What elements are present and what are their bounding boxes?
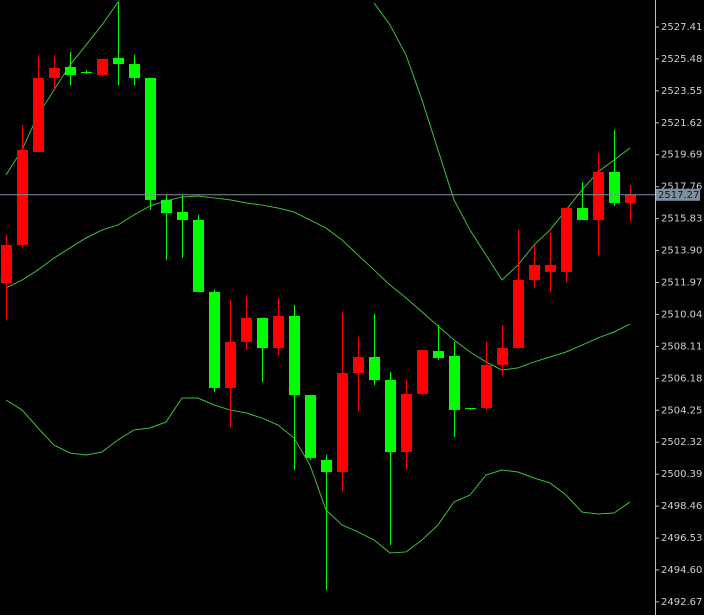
- y-tick-label: 2504.25: [661, 405, 702, 416]
- candle-body: [353, 356, 364, 374]
- y-tick-label: 2502.32: [661, 437, 702, 448]
- y-tick-label: 2515.83: [661, 214, 702, 225]
- candle-body: [129, 64, 140, 78]
- candle-body: [417, 350, 428, 394]
- band-line: [5, 195, 631, 371]
- candle-body: [337, 373, 348, 473]
- candle-body: [385, 379, 396, 452]
- candle-body: [369, 356, 380, 380]
- candle-body: [17, 149, 28, 245]
- y-tick-label: 2525.48: [661, 54, 702, 65]
- y-tick-label: 2517.76: [661, 182, 702, 193]
- candle-body: [145, 77, 156, 200]
- candle-body: [513, 280, 524, 349]
- candle-body: [1, 244, 12, 284]
- candle-body: [545, 264, 556, 272]
- candle-body: [113, 57, 124, 65]
- candle-body: [449, 355, 460, 410]
- candle-body: [433, 351, 444, 358]
- y-tick-label: 2494.60: [661, 565, 702, 576]
- y-tick-label: 2511.97: [661, 278, 702, 289]
- last-price-box: [656, 188, 700, 201]
- y-tick-label: 2527.41: [661, 22, 702, 33]
- candle-body: [401, 393, 412, 452]
- candle-body: [561, 208, 572, 272]
- band-line: [5, 1, 631, 281]
- candle-body: [273, 315, 284, 349]
- candle-body: [497, 348, 508, 365]
- candle-body: [481, 364, 492, 408]
- y-tick-label: 2498.46: [661, 501, 702, 512]
- candle-body: [97, 58, 108, 75]
- candle-body: [257, 317, 268, 349]
- y-tick-label: 2492.67: [661, 597, 702, 608]
- candle-body: [177, 212, 188, 220]
- candle-body: [577, 208, 588, 220]
- candle-body: [193, 219, 204, 292]
- candle-body: [625, 194, 636, 203]
- candle-body: [289, 315, 300, 396]
- last-price-label: 2517.27: [658, 190, 699, 201]
- y-tick-label: 2508.11: [661, 341, 702, 352]
- y-tick-label: 2523.55: [661, 86, 702, 97]
- candle-body: [321, 459, 332, 473]
- y-tick-label: 2496.53: [661, 533, 702, 544]
- candle-body: [529, 264, 540, 281]
- candle-body: [241, 317, 252, 342]
- band-line: [5, 397, 631, 554]
- candle-body: [65, 67, 76, 75]
- candle-body: [33, 77, 44, 152]
- y-tick-label: 2519.69: [661, 150, 702, 161]
- y-tick-label: 2506.18: [661, 373, 702, 384]
- y-tick-label: 2513.90: [661, 246, 702, 257]
- candle-body: [609, 171, 620, 203]
- y-tick-label: 2510.04: [661, 309, 702, 320]
- candle-body: [225, 341, 236, 388]
- y-tick-label: 2521.62: [661, 118, 702, 129]
- candle-body: [465, 407, 476, 409]
- y-tick-label: 2500.39: [661, 469, 702, 480]
- candle-body: [305, 395, 316, 458]
- candle-body: [161, 199, 172, 213]
- candle-body: [209, 291, 220, 388]
- candle-body: [81, 71, 92, 73]
- candle-body: [593, 171, 604, 220]
- candle-body: [49, 68, 60, 78]
